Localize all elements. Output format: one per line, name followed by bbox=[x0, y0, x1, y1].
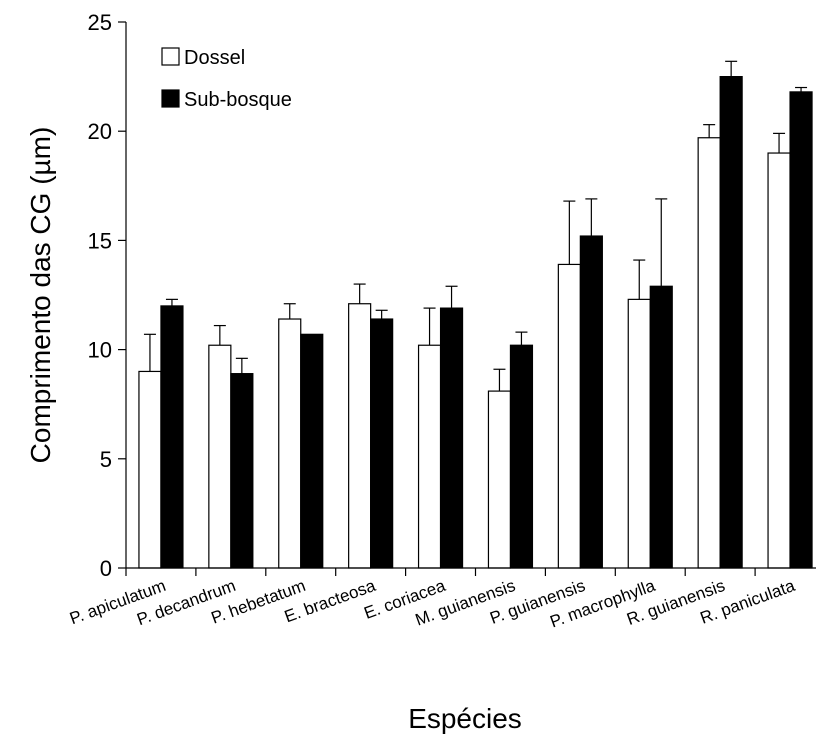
bar-sub-bosque bbox=[579, 235, 603, 569]
bar-dossel bbox=[697, 137, 721, 569]
bar-sub-bosque bbox=[789, 91, 813, 569]
y-tick-label: 0 bbox=[100, 556, 112, 581]
bar-dossel bbox=[208, 344, 232, 569]
legend-swatch-sub-bosque bbox=[161, 89, 180, 108]
bar-sub-bosque bbox=[370, 318, 394, 569]
bar-sub-bosque bbox=[230, 373, 254, 569]
x-axis-title: Espécies bbox=[408, 703, 522, 734]
bar-sub-bosque bbox=[509, 344, 534, 569]
bar-dossel bbox=[417, 344, 442, 569]
legend-label-sub-bosque: Sub-bosque bbox=[184, 89, 292, 111]
bar-dossel bbox=[557, 263, 581, 569]
bar-sub-bosque bbox=[439, 307, 464, 569]
bar-dossel bbox=[138, 370, 162, 569]
bar-dossel bbox=[348, 303, 372, 569]
y-axis-title: Comprimento das CG (µm) bbox=[25, 127, 56, 464]
bar-sub-bosque bbox=[300, 333, 324, 569]
bar-sub-bosque bbox=[719, 75, 743, 569]
y-tick-label: 10 bbox=[88, 338, 112, 363]
bar-dossel bbox=[278, 318, 302, 569]
bar-dossel bbox=[627, 298, 651, 569]
bar-sub-bosque bbox=[160, 305, 184, 569]
bar-dossel bbox=[767, 152, 791, 569]
bar-dossel bbox=[487, 390, 512, 569]
legend-swatch-dossel bbox=[161, 47, 180, 66]
y-tick-label: 15 bbox=[88, 228, 112, 253]
legend: Dossel Sub-bosque bbox=[161, 47, 292, 111]
y-tick-label: 25 bbox=[88, 10, 112, 35]
y-tick-label: 20 bbox=[88, 119, 112, 144]
legend-label-dossel: Dossel bbox=[184, 47, 245, 69]
y-tick-label: 5 bbox=[100, 447, 112, 472]
bar-sub-bosque bbox=[649, 285, 673, 569]
bars bbox=[138, 60, 813, 569]
